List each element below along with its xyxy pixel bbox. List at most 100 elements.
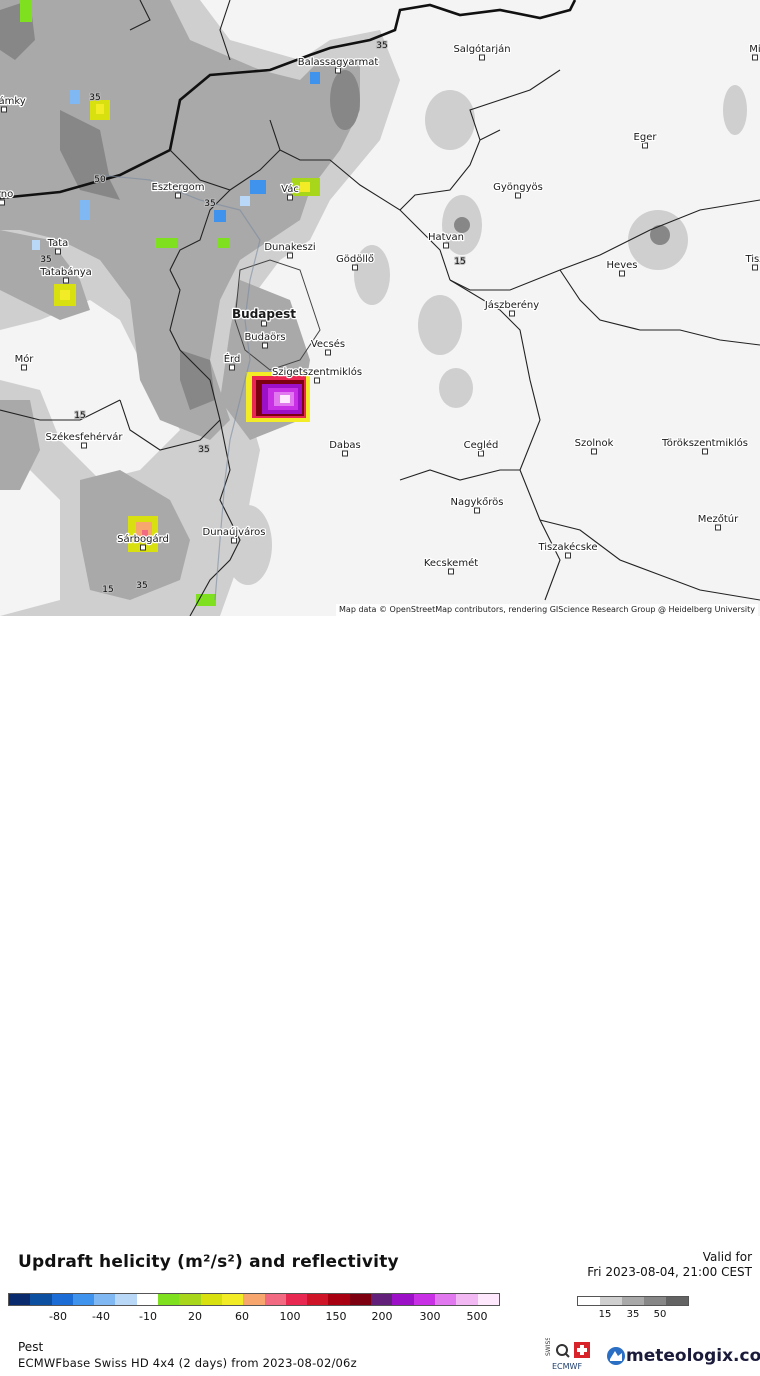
city-marker bbox=[229, 364, 235, 371]
city-eger: Eger bbox=[632, 131, 659, 149]
city-kecskem-t: Kecskemét bbox=[423, 556, 479, 575]
city-marker bbox=[0, 199, 5, 206]
valid-for-label: Valid for bbox=[702, 1250, 752, 1264]
city-marker bbox=[443, 242, 449, 249]
city-label: Tisz bbox=[744, 254, 760, 265]
city-label: Mezőtúr bbox=[698, 513, 739, 525]
city-v-c: Vác bbox=[280, 182, 300, 201]
city-heves: Heves bbox=[605, 259, 639, 277]
city-tata: Tata bbox=[45, 237, 70, 255]
city-marker bbox=[752, 264, 758, 271]
city-label: Székesfehérvár bbox=[46, 431, 124, 443]
logo-area[interactable]: SWISS ECMWF meteologix.com bbox=[544, 1337, 760, 1372]
colorbar-segment bbox=[392, 1294, 414, 1305]
city-salg-tarj-n: Salgótarján bbox=[452, 42, 512, 61]
city-label: Vecsés bbox=[311, 338, 345, 350]
graybar-tick-label: 50 bbox=[653, 1309, 667, 1320]
city-marker bbox=[175, 192, 181, 199]
city-marker bbox=[21, 364, 27, 371]
city-label: Salgótarján bbox=[453, 43, 510, 55]
city-j-szber-ny: Jászberény bbox=[483, 298, 540, 317]
colorbar-segment bbox=[285, 1294, 308, 1305]
city-mez-t-r: Mezőtúr bbox=[696, 512, 740, 531]
colorbar-tick-label: -80 bbox=[49, 1310, 67, 1323]
city-marker bbox=[1, 106, 7, 113]
city-label: Vác bbox=[281, 183, 299, 195]
city-marker bbox=[325, 349, 331, 356]
city-label: Törökszentmiklós bbox=[661, 437, 748, 449]
brand-name[interactable]: meteologix.com bbox=[626, 1346, 760, 1366]
city-tatab-nya: Tatabánya bbox=[38, 265, 93, 284]
city-marker bbox=[55, 248, 61, 255]
colorbar-tick-label: -40 bbox=[92, 1310, 110, 1323]
city-label: Jászberény bbox=[484, 299, 539, 311]
graybar-segment bbox=[600, 1297, 622, 1305]
colorbar-segment bbox=[136, 1294, 159, 1305]
weather-map[interactable]: Salgótarján Balassagyarmat Mi é Zámky Eger Es… bbox=[0, 0, 760, 616]
colorbar-segment bbox=[9, 1294, 31, 1305]
city-tisz: Tisz bbox=[743, 253, 760, 271]
city-label: Dabas bbox=[329, 440, 361, 451]
colorbar-tick-label: -10 bbox=[139, 1310, 157, 1323]
graybar-segment bbox=[644, 1297, 666, 1305]
colorbar-segment bbox=[72, 1294, 95, 1305]
colorbar-segment bbox=[179, 1294, 201, 1305]
city-dunakeszi: Dunakeszi bbox=[263, 241, 317, 259]
city-marker bbox=[591, 448, 597, 455]
city-label: Heves bbox=[607, 260, 638, 271]
city-marker bbox=[342, 450, 348, 457]
city-nagyk-r-s: Nagykőrös bbox=[449, 495, 505, 514]
city-duna-jv-ros: Dunaújváros bbox=[201, 525, 267, 544]
city-label: Eger bbox=[634, 132, 658, 143]
colorbar-segment bbox=[51, 1294, 73, 1305]
city-label: Esztergom bbox=[152, 182, 205, 193]
city-marker bbox=[474, 507, 480, 514]
legend-panel: Updraft helicity (m²/s²) and reflectivit… bbox=[0, 616, 760, 1371]
colorbar-segment bbox=[158, 1294, 180, 1305]
region-name: Pest bbox=[18, 1340, 44, 1354]
city-esztergom: Esztergom bbox=[150, 181, 206, 199]
colorbar-segment bbox=[371, 1294, 393, 1305]
colorbar-tick-label: 300 bbox=[419, 1310, 441, 1323]
city-label: Dunaújváros bbox=[203, 526, 266, 538]
city-m-r: Mór bbox=[13, 352, 36, 371]
city-label: árno bbox=[0, 188, 13, 200]
city-budapest: Budapest bbox=[231, 306, 298, 327]
city-label: é Zámky bbox=[0, 95, 26, 107]
city-label: Nagykőrös bbox=[450, 496, 503, 508]
city-label: Budaörs bbox=[244, 332, 285, 343]
danube-river bbox=[99, 174, 261, 601]
city-dabas: Dabas bbox=[328, 439, 362, 457]
colorbar-segment bbox=[349, 1294, 372, 1305]
city-label: Budapest bbox=[232, 307, 296, 321]
city-sz-kesfeh-rv-r: Székesfehérvár bbox=[44, 430, 125, 449]
contour-value-label: 35 bbox=[204, 199, 215, 209]
colorbar-tick-label: 100 bbox=[279, 1310, 301, 1323]
budapest-outline bbox=[234, 259, 321, 371]
city-marker bbox=[261, 320, 267, 327]
colorbar-segment bbox=[307, 1294, 329, 1305]
colorbar-segment bbox=[30, 1294, 52, 1305]
city-label: Balassagyarmat bbox=[298, 57, 379, 68]
reflectivity-dark bbox=[0, 0, 670, 410]
city-marker bbox=[448, 568, 454, 575]
city-vecs-s: Vecsés bbox=[310, 337, 346, 356]
contour-value-label: 35 bbox=[198, 445, 209, 455]
city-szigetszentmikl-s: Szigetszentmiklós bbox=[271, 365, 363, 384]
city-label: Dunakeszi bbox=[264, 242, 315, 253]
contour-value-label: 35 bbox=[376, 41, 387, 51]
city-balassagyarmat: Balassagyarmat bbox=[296, 56, 380, 74]
city-marker bbox=[509, 310, 515, 317]
city-marker bbox=[702, 448, 708, 455]
city-tiszak-cske: Tiszakécske bbox=[536, 540, 599, 559]
contour-value-label: 15 bbox=[74, 411, 85, 421]
city-marker bbox=[231, 537, 237, 544]
map-canvas: Salgótarján Balassagyarmat Mi é Zámky Eger Es… bbox=[0, 0, 760, 616]
city-label: Kecskemét bbox=[424, 557, 478, 569]
contour-value-label: 15 bbox=[454, 257, 465, 267]
city-hatvan: Hatvan bbox=[427, 231, 465, 249]
colorbar-segment bbox=[221, 1294, 244, 1305]
county-borders bbox=[0, 0, 760, 616]
city-cegl-d: Cegléd bbox=[462, 438, 500, 457]
contour-value-label: 15 bbox=[102, 585, 113, 595]
